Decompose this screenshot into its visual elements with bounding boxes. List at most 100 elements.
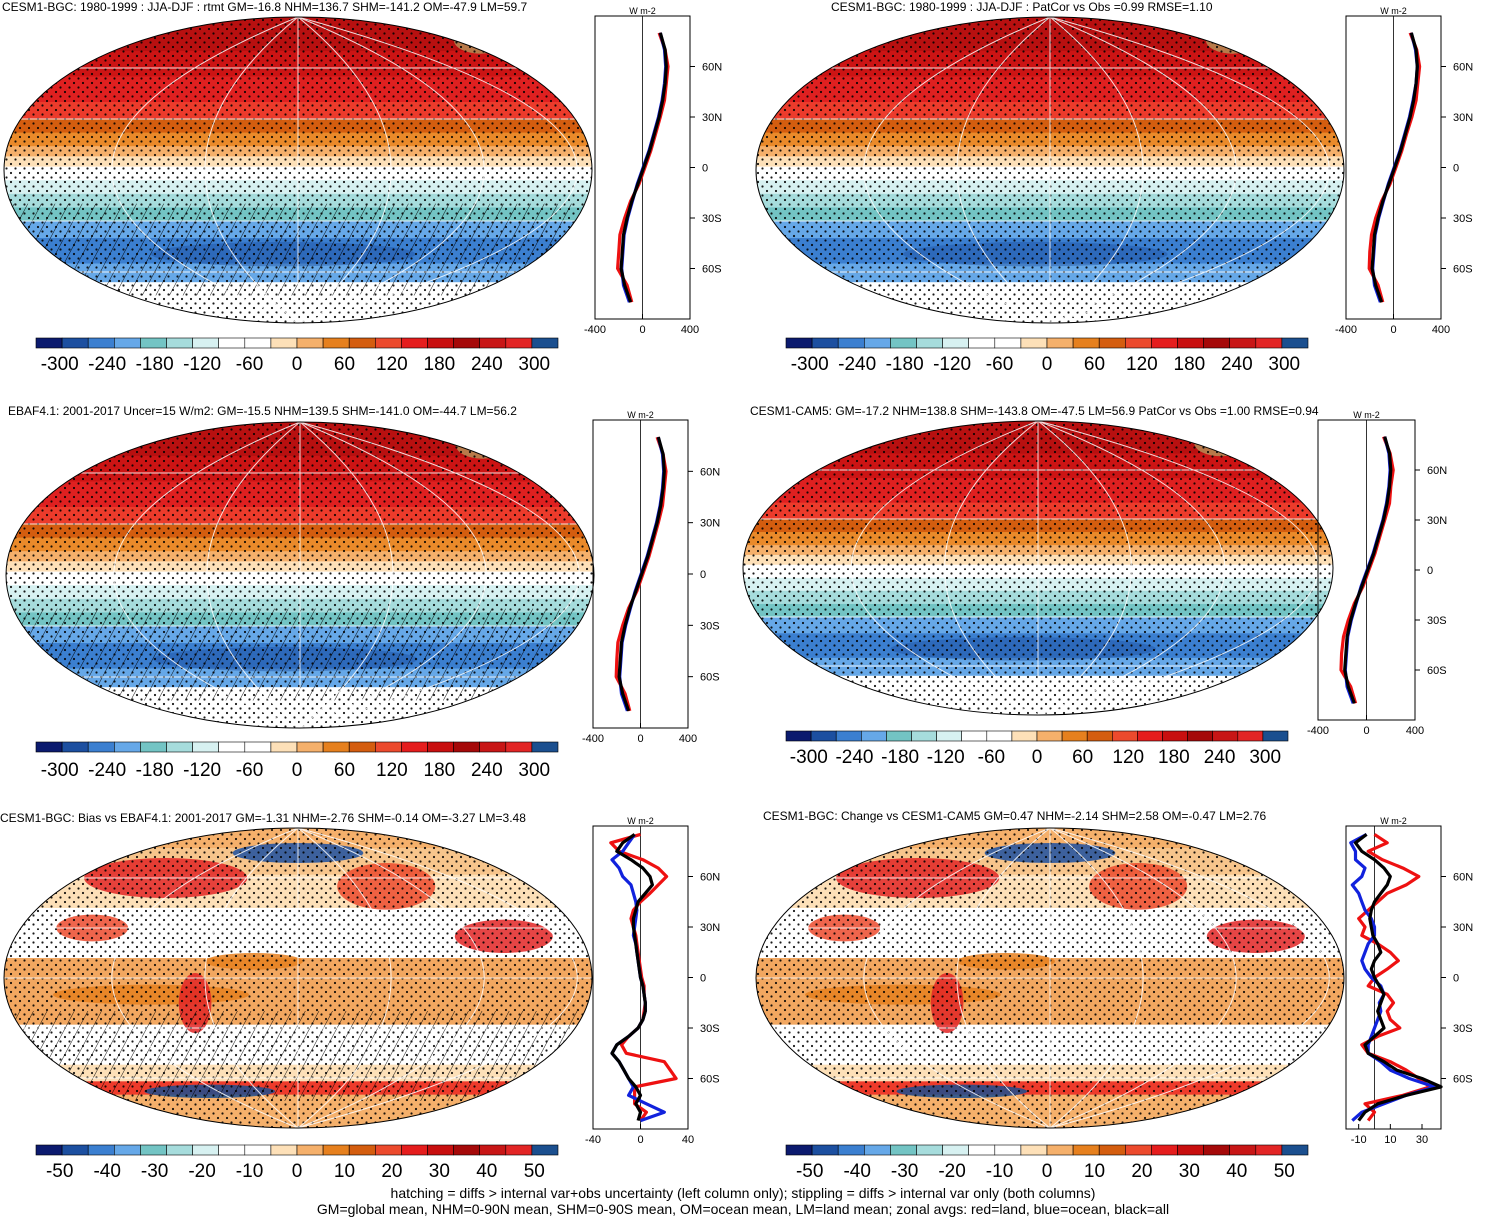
colorbar-swatch bbox=[837, 1144, 865, 1156]
graticule-lon bbox=[297, 828, 578, 1128]
colorbar-label: 0 bbox=[292, 1161, 303, 1182]
zonal-lat-label: 60N bbox=[1453, 62, 1473, 74]
colorbar-swatch bbox=[1020, 1144, 1048, 1156]
colorbar-label: -50 bbox=[796, 1161, 823, 1182]
zonal-x-label: -10 bbox=[1351, 1134, 1367, 1146]
zonal-x-label: 0 bbox=[637, 733, 643, 745]
colorbar-label: -120 bbox=[183, 354, 221, 375]
colorbar-label: -10 bbox=[986, 1161, 1013, 1182]
colorbar-swatch bbox=[296, 1144, 324, 1156]
colorbar-label: 30 bbox=[1179, 1161, 1200, 1182]
zonal-unit: W m-2 bbox=[627, 410, 654, 420]
colorbar-swatch bbox=[453, 337, 481, 349]
zonal-unit: W m-2 bbox=[1380, 6, 1407, 16]
zonal-lat-label: 30S bbox=[1453, 213, 1473, 225]
colorbar-swatch bbox=[166, 741, 193, 753]
colorbar-swatch bbox=[1072, 337, 1100, 349]
panel-title: CESM1-BGC: Change vs CESM1-CAM5 GM=0.47 … bbox=[763, 809, 1267, 823]
colorbar-swatch bbox=[270, 1144, 298, 1156]
colorbar-swatch bbox=[531, 1144, 559, 1156]
graticule-lon bbox=[1049, 17, 1144, 323]
colorbar-label: -180 bbox=[136, 760, 174, 781]
colorbar-swatch bbox=[87, 337, 115, 349]
colorbar-label: 60 bbox=[1084, 354, 1105, 375]
panel-title: CESM1-BGC: 1980-1999 : JJA-DJF : rtmt GM… bbox=[2, 0, 528, 14]
colorbar-label: 20 bbox=[1131, 1161, 1152, 1182]
colorbar-swatch bbox=[1098, 337, 1126, 349]
colorbar-swatch bbox=[374, 741, 402, 753]
graticule-lon bbox=[850, 421, 1039, 715]
zonal-panel: W m-2 60N 30N 0 30S 60S -40 0 40 bbox=[585, 816, 720, 1146]
zonal-lat-label: 30S bbox=[702, 213, 722, 225]
colorbar-swatch bbox=[192, 741, 220, 753]
colorbar-label: 240 bbox=[471, 354, 503, 375]
colorbar-label: 180 bbox=[1158, 747, 1190, 768]
colorbar-label: -240 bbox=[88, 760, 126, 781]
colorbar-swatch bbox=[1177, 337, 1204, 349]
zonal-lat-label: 60N bbox=[702, 62, 722, 74]
colorbar-swatch bbox=[87, 1144, 115, 1156]
colorbar-swatch bbox=[61, 741, 89, 753]
colorbar-label: -60 bbox=[986, 354, 1013, 375]
zonal-line-all bbox=[1353, 833, 1443, 1122]
zonal-lat-label: 0 bbox=[702, 163, 708, 175]
colorbar-label: 40 bbox=[1226, 1161, 1247, 1182]
colorbar-swatch bbox=[1046, 337, 1074, 349]
colorbar: -300 -240 -180 -120 -60 0 60 120 180 240 300 bbox=[785, 730, 1289, 768]
colorbar-swatch bbox=[87, 741, 115, 753]
zonal-lat-label: 30S bbox=[700, 620, 720, 632]
colorbar-label: -60 bbox=[236, 354, 263, 375]
panel-6: CESM1-BGC: Change vs CESM1-CAM5 GM=0.47 … bbox=[755, 809, 1473, 1182]
zonal-line-all bbox=[610, 833, 654, 1122]
colorbar-swatch bbox=[244, 1144, 272, 1156]
colorbar-swatch bbox=[835, 730, 862, 742]
colorbar: -300 -240 -180 -120 -60 0 60 120 180 240 300 bbox=[35, 741, 559, 781]
graticule-lon bbox=[299, 422, 394, 728]
colorbar-swatch bbox=[35, 1144, 63, 1156]
colorbar-label: -50 bbox=[46, 1161, 73, 1182]
colorbar-swatch bbox=[942, 1144, 969, 1156]
colorbar-swatch bbox=[890, 337, 917, 349]
colorbar-swatch bbox=[505, 337, 533, 349]
colorbar-label: 60 bbox=[334, 760, 355, 781]
colorbar-label: -300 bbox=[791, 354, 829, 375]
map-outline bbox=[742, 420, 1334, 716]
graticule-lon bbox=[1049, 828, 1144, 1128]
colorbar-swatch bbox=[531, 741, 559, 753]
zonal-lat-label: 30S bbox=[700, 1023, 720, 1035]
graticule bbox=[743, 421, 1333, 715]
panel-title: EBAF4.1: 2001-2017 Uncer=15 W/m2: GM=-15… bbox=[8, 404, 517, 418]
colorbar-swatch bbox=[1137, 730, 1163, 742]
colorbar: -300 -240 -180 -120 -60 0 60 120 180 240 300 bbox=[35, 337, 559, 375]
graticule-lon bbox=[297, 828, 485, 1128]
zonal-lat-label: 30N bbox=[1427, 515, 1447, 527]
colorbar-swatch bbox=[401, 741, 428, 753]
colorbar-swatch bbox=[140, 1144, 167, 1156]
colorbar-swatch bbox=[1151, 337, 1178, 349]
colorbar-swatch bbox=[453, 741, 481, 753]
colorbar-label: -240 bbox=[835, 747, 873, 768]
colorbar-swatch bbox=[1255, 1144, 1283, 1156]
colorbar-swatch bbox=[505, 741, 533, 753]
colorbar-swatch bbox=[479, 1144, 507, 1156]
colorbar-swatch bbox=[1281, 1144, 1309, 1156]
panel-3: EBAF4.1: 2001-2017 Uncer=15 W/m2: GM=-15… bbox=[5, 404, 720, 781]
colorbar-label: 300 bbox=[518, 354, 550, 375]
zonal-x-label: -400 bbox=[582, 733, 604, 745]
colorbar-swatch bbox=[453, 1144, 481, 1156]
colorbar-swatch bbox=[322, 1144, 350, 1156]
graticule bbox=[6, 422, 594, 728]
zonal-x-label: 40 bbox=[682, 1134, 694, 1146]
zonal-panel: W m-2 60N 30N 0 30S 60S -400 0 400 bbox=[584, 6, 722, 336]
zonal-lat-label: 60S bbox=[1453, 264, 1473, 276]
zonal-x-label: -400 bbox=[1307, 725, 1329, 737]
colorbar-swatch bbox=[785, 337, 813, 349]
zonal-lat-label: 30N bbox=[702, 112, 722, 124]
colorbar-label: -180 bbox=[881, 747, 919, 768]
colorbar-swatch bbox=[1151, 1144, 1178, 1156]
colorbar-label: 0 bbox=[1042, 354, 1053, 375]
colorbar-label: -240 bbox=[88, 354, 126, 375]
graticule-lon bbox=[944, 421, 1039, 715]
colorbar-label: -240 bbox=[838, 354, 876, 375]
graticule-lon bbox=[863, 17, 1051, 323]
